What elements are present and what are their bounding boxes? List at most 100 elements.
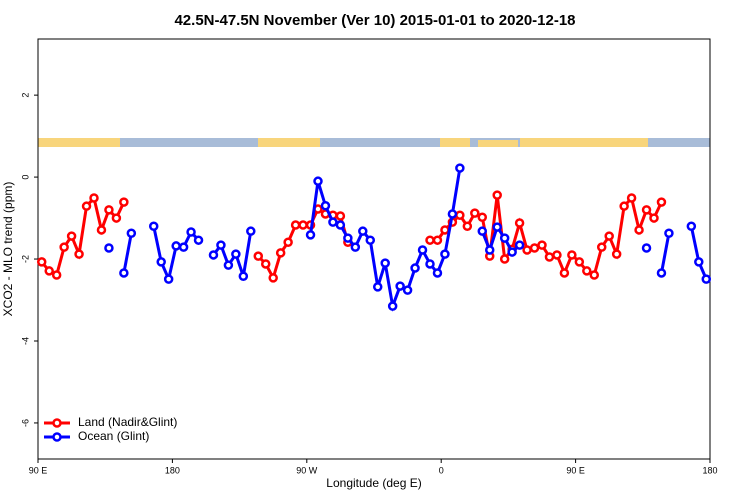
- data-point: [253, 251, 264, 261]
- data-point: [36, 257, 47, 267]
- data-point: [59, 242, 69, 252]
- x-tick-label: 90 W: [296, 465, 318, 475]
- data-point: [574, 257, 585, 267]
- data-point: [619, 201, 629, 211]
- land-strip: [38, 138, 120, 147]
- land-strip: [440, 138, 470, 147]
- data-point: [514, 218, 525, 228]
- data-point: [74, 249, 84, 259]
- data-point: [499, 254, 510, 264]
- data-point: [89, 193, 99, 203]
- data-point: [410, 263, 420, 273]
- data-point: [604, 231, 614, 241]
- series-line: [689, 225, 708, 280]
- data-point: [372, 282, 383, 292]
- data-point: [484, 245, 495, 255]
- data-point: [231, 249, 241, 259]
- data-point: [126, 228, 137, 238]
- y-axis-label: XCO2 - MLO trend (ppm): [1, 182, 15, 317]
- data-point: [380, 258, 390, 268]
- data-point: [611, 249, 622, 259]
- data-point: [477, 226, 488, 236]
- data-point: [320, 201, 331, 211]
- data-point: [260, 259, 271, 269]
- data-point: [455, 210, 465, 220]
- data-point: [462, 221, 473, 232]
- data-point: [290, 220, 301, 230]
- data-point: [522, 245, 532, 255]
- data-point: [350, 242, 361, 252]
- data-point: [544, 252, 555, 262]
- data-point: [425, 235, 435, 245]
- data-point: [104, 205, 114, 215]
- y-tick-label: -4: [20, 337, 30, 345]
- data-point: [477, 212, 488, 222]
- data-point: [626, 193, 637, 203]
- legend-label: Land (Nadir&Glint): [78, 415, 177, 429]
- series-line: [122, 232, 133, 274]
- data-point: [507, 247, 517, 257]
- data-point: [582, 266, 592, 276]
- data-point: [641, 243, 652, 253]
- chart-title: 42.5N-47.5N November (Ver 10) 2015-01-01…: [174, 12, 575, 29]
- data-point: [238, 271, 249, 281]
- data-point: [305, 230, 316, 240]
- plot-frame: [37, 38, 711, 460]
- data-point: [641, 205, 652, 215]
- data-point: [440, 249, 450, 259]
- data-point: [686, 221, 697, 232]
- x-tick-label: 90 E: [566, 465, 585, 475]
- data-point: [529, 243, 540, 253]
- land-strip: [258, 138, 320, 147]
- data-point: [417, 245, 428, 255]
- data-point: [395, 281, 405, 291]
- legend: Land (Nadir&Glint)Ocean (Glint): [44, 415, 177, 443]
- y-tick-label: -2: [20, 255, 30, 263]
- data-point: [193, 235, 204, 245]
- data-point: [44, 266, 54, 276]
- data-point: [552, 250, 562, 260]
- data-point: [402, 285, 413, 295]
- data-point: [148, 221, 159, 232]
- data-point: [111, 213, 122, 223]
- data-point: [656, 197, 667, 207]
- x-tick-label: 0: [439, 465, 444, 475]
- data-point: [455, 163, 465, 173]
- legend-marker: [52, 418, 62, 428]
- data-point: [163, 274, 174, 284]
- data-point: [298, 220, 308, 230]
- data-point: [432, 235, 443, 245]
- data-point: [447, 209, 458, 219]
- legend-marker: [52, 432, 62, 442]
- y-tick-label: 0: [20, 175, 30, 180]
- data-point: [387, 301, 398, 311]
- data-point: [358, 226, 368, 236]
- data-point: [328, 217, 338, 227]
- land-ocean-band: [38, 138, 710, 147]
- data-point: [656, 268, 667, 278]
- data-point: [559, 268, 570, 278]
- land-strip: [478, 140, 518, 147]
- data-point: [246, 226, 256, 236]
- data-point: [119, 268, 129, 278]
- data-point: [432, 268, 443, 278]
- data-point: [365, 235, 376, 245]
- data-point: [156, 257, 166, 267]
- data-point: [567, 250, 577, 260]
- data-point: [104, 243, 114, 253]
- data-point: [596, 242, 607, 252]
- legend-label: Ocean (Glint): [78, 429, 149, 443]
- data-point: [649, 213, 659, 223]
- data-point: [664, 228, 674, 238]
- ocean-strip: [38, 138, 710, 147]
- data-point: [343, 233, 353, 243]
- data-point: [216, 240, 226, 250]
- data-point: [589, 270, 600, 280]
- data-point: [283, 237, 293, 247]
- data-point: [275, 248, 286, 258]
- data-point: [51, 270, 62, 280]
- data-point: [186, 227, 196, 237]
- series-line: [659, 232, 671, 274]
- data-point: [470, 208, 480, 218]
- data-point: [492, 190, 502, 200]
